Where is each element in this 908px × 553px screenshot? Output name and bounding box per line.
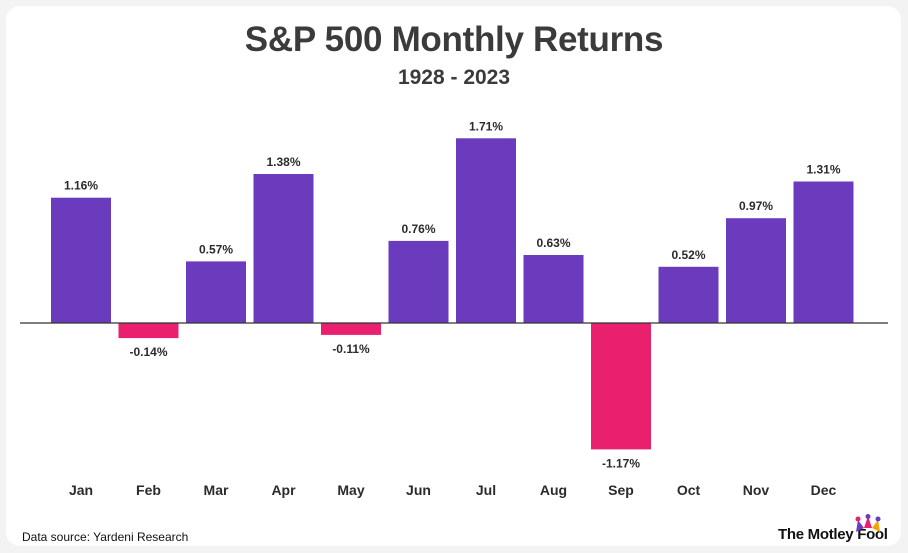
- bar-feb: [118, 323, 179, 339]
- data-label-jun: 0.76%: [401, 222, 435, 236]
- data-label-jul: 1.71%: [469, 119, 503, 133]
- tick-label-nov: Nov: [743, 482, 770, 498]
- tick-label-dec: Dec: [811, 482, 837, 498]
- tick-label-jul: Jul: [476, 482, 496, 498]
- data-label-feb: -0.14%: [129, 345, 167, 359]
- data-source-note: Data source: Yardeni Research: [22, 530, 189, 544]
- chart-title: S&P 500 Monthly Returns: [244, 20, 664, 59]
- data-label-jan: 1.16%: [64, 179, 98, 193]
- data-label-oct: 0.52%: [671, 248, 705, 262]
- bar-mar: [186, 261, 246, 323]
- bar-jul: [456, 138, 516, 323]
- data-label-may: -0.11%: [332, 342, 370, 356]
- tick-label-apr: Apr: [271, 482, 296, 498]
- data-label-sep: -1.17%: [602, 456, 640, 470]
- tick-label-aug: Aug: [540, 482, 567, 498]
- tick-label-mar: Mar: [204, 482, 229, 498]
- brand-logo-text: The Motley Fool: [778, 526, 888, 543]
- bar-aug: [523, 255, 584, 323]
- tick-label-jun: Jun: [406, 482, 431, 498]
- tick-label-jan: Jan: [69, 482, 93, 498]
- bar-sep: [591, 323, 651, 450]
- data-label-nov: 0.97%: [739, 199, 773, 213]
- bar-jan: [51, 197, 111, 323]
- chart-subtitle: 1928 - 2023: [397, 66, 511, 89]
- data-label-dec: 1.31%: [806, 163, 840, 177]
- bar-nov: [726, 218, 786, 323]
- jester-hat-icon: [855, 514, 881, 532]
- tick-label-may: May: [337, 482, 364, 498]
- bar-apr: [253, 174, 314, 323]
- bar-oct: [658, 266, 719, 323]
- data-label-apr: 1.38%: [266, 155, 300, 169]
- tick-label-feb: Feb: [136, 482, 161, 498]
- data-label-mar: 0.57%: [199, 242, 233, 256]
- bar-may: [321, 323, 381, 335]
- bar-jun: [388, 240, 449, 323]
- tick-label-sep: Sep: [608, 482, 634, 498]
- tick-label-oct: Oct: [677, 482, 701, 498]
- data-label-aug: 0.63%: [536, 236, 570, 250]
- bar-dec: [793, 181, 854, 323]
